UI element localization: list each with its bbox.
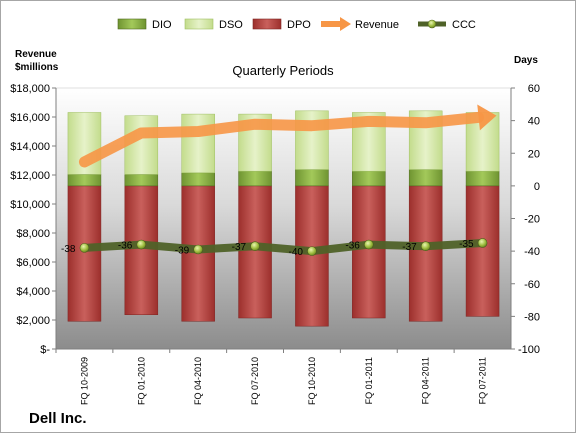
legend-swatch-dpo	[252, 18, 282, 30]
ccc-data-label: -39	[175, 245, 190, 256]
company-name: Dell Inc.	[29, 410, 87, 427]
bar-dio	[465, 170, 500, 187]
right-axis-tick-label: 60	[528, 83, 540, 95]
ccc-data-label: -35	[459, 239, 474, 250]
bar-dpo	[67, 185, 102, 322]
right-axis-tick-label: 40	[528, 116, 540, 128]
ccc-point	[79, 243, 90, 253]
left-axis-tick-label: $14,000	[10, 141, 50, 153]
right-axis-tick-label: -80	[524, 311, 540, 323]
left-axis-tick-label: $8,000	[16, 228, 50, 240]
legend-marker-ccc	[427, 19, 437, 29]
bar-dio	[352, 170, 386, 187]
bar-dpo	[408, 185, 443, 322]
ccc-data-label: -40	[288, 247, 303, 258]
revenue-arrowhead	[477, 104, 497, 131]
x-axis-category-label: FQ 07-2010	[250, 357, 260, 405]
ccc-point	[364, 239, 374, 250]
right-axis-tick-label: 0	[534, 181, 540, 193]
bar-dpo	[295, 185, 329, 327]
bar-dio	[408, 169, 443, 187]
bar-dso	[124, 115, 159, 175]
ccc-point	[420, 241, 431, 252]
bar-dso	[181, 113, 215, 174]
bar-dpo	[465, 185, 500, 317]
ccc-data-label: -37	[402, 242, 417, 253]
left-axis-tick-label: $18,000	[10, 83, 50, 95]
right-axis-tick-label: 20	[528, 148, 540, 160]
legend-label-revenue: Revenue	[355, 19, 399, 31]
legend-label-dio: DIO	[152, 19, 172, 31]
bar-dio	[124, 174, 159, 187]
legend-arrowhead-revenue	[340, 17, 351, 31]
ccc-data-label: -37	[232, 242, 247, 253]
ccc-data-label: -36	[345, 241, 360, 252]
left-axis-tick-label: $10,000	[10, 199, 50, 211]
legend: DIO DSO DPO Revenue CCC	[117, 17, 476, 31]
left-axis-title-line2: $millions	[15, 62, 59, 73]
right-axis-tick-label: -100	[518, 344, 540, 356]
left-axis-tick-label: $2,000	[16, 315, 50, 327]
bar-dio	[67, 174, 102, 187]
legend-swatch-dio	[117, 18, 147, 30]
right-axis-tick-label: -40	[524, 246, 540, 258]
left-axis-tick-label: $12,000	[10, 170, 50, 182]
right-axis-tick-label: -60	[524, 279, 540, 291]
left-axis-title-line1: Revenue	[15, 49, 57, 60]
axes-layer: $- $2,000 $4,000 $6,000 $8,000 $10,000 $12,000…	[10, 83, 540, 405]
x-axis-category-label: FQ 04-2011	[421, 357, 431, 404]
ccc-point	[136, 239, 147, 250]
bar-dpo	[238, 185, 272, 319]
x-axis-category-label: FQ 10-2010	[307, 357, 317, 405]
lines-layer: -38 -36 -39 -37 -40 -36 -37 -35	[61, 104, 497, 258]
left-axis-tick-label: $16,000	[10, 112, 50, 124]
legend-label-dpo: DPO	[287, 19, 311, 31]
bar-dpo	[124, 185, 159, 315]
ccc-line	[80, 238, 487, 256]
left-axis-tick-label: $6,000	[16, 257, 50, 269]
ccc-point	[193, 244, 203, 255]
legend-label-ccc: CCC	[452, 19, 476, 31]
bars-layer	[67, 110, 500, 327]
x-axis-category-label: FQ 07-2011	[478, 357, 488, 404]
right-axis-title: Days	[514, 55, 538, 66]
x-axis-category-label: FQ 01-2011	[364, 357, 374, 404]
left-axis-tick-label: $-	[40, 344, 50, 356]
x-axis-category-label: FQ 10-2009	[79, 357, 89, 405]
bar-dio	[181, 172, 215, 187]
right-axis-tick-label: -20	[524, 214, 540, 226]
legend-label-dso: DSO	[219, 19, 243, 31]
bar-dio	[238, 170, 272, 187]
ccc-point	[477, 238, 488, 248]
x-axis-category-label: FQ 01-2010	[136, 357, 146, 405]
ccc-data-label: -36	[118, 241, 133, 252]
ccc-point	[250, 241, 260, 252]
chart-subtitle: Quarterly Periods	[232, 63, 334, 78]
bar-dio	[295, 169, 329, 187]
ccc-point	[307, 246, 317, 256]
ccc-data-label: -38	[61, 244, 76, 255]
revenue-line	[78, 111, 485, 168]
legend-swatch-dso	[184, 18, 214, 30]
bar-dpo	[352, 185, 386, 319]
x-axis-category-label: FQ 04-2010	[193, 357, 203, 405]
left-axis-tick-label: $4,000	[16, 286, 50, 298]
